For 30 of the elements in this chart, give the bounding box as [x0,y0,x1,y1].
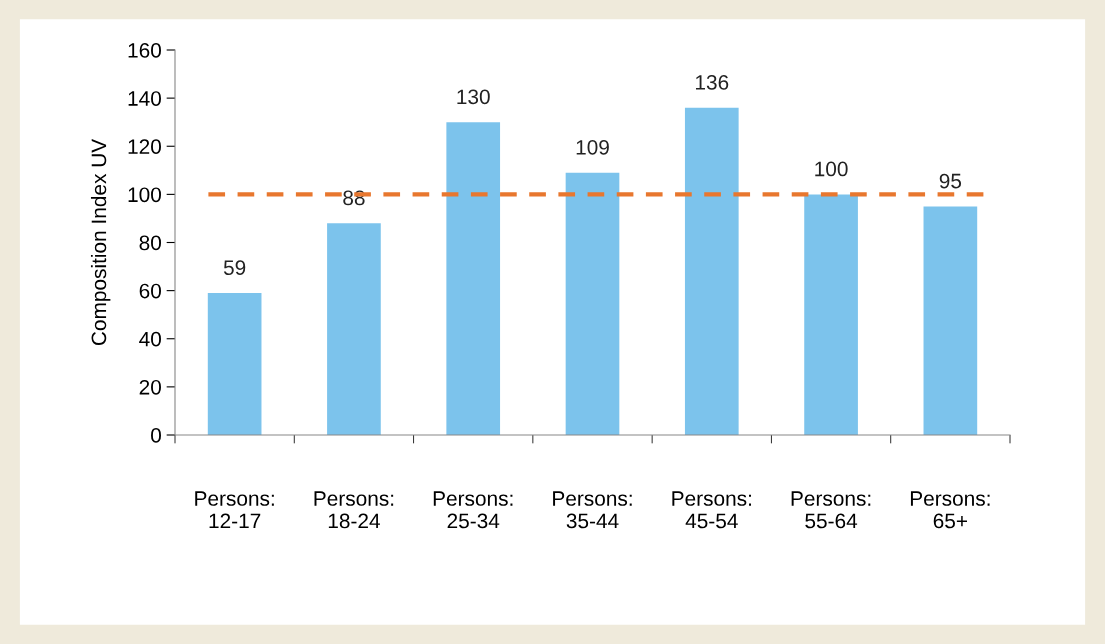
data-label: 130 [457,89,490,105]
y-tick-label: 0 [151,428,161,443]
bar [207,293,262,435]
bar [804,194,858,435]
data-label: 109 [576,139,609,155]
y-tick-label: 140 [128,91,161,106]
bar [565,172,620,435]
x-tick-label: Persons: 65+ [910,491,990,529]
x-tick-label: Persons: 45-54 [672,491,751,529]
y-tick-label: 60 [139,283,161,299]
data-label: 100 [815,161,848,177]
bar [923,206,978,435]
y-tick-label: 160 [128,43,161,58]
x-tick-label: Persons: 25-34 [433,491,513,529]
bar [327,223,381,435]
x-tick-label: Persons: 18-24 [314,491,394,529]
y-tick-label: 100 [128,187,161,203]
data-label: 95 [939,173,962,189]
x-tick-label: Persons: 35-44 [553,491,632,529]
y-tick-label: 20 [139,379,161,395]
y-tick-label: 40 [139,331,161,347]
data-label: 136 [696,74,729,90]
x-tick-label: Persons: 12-17 [195,491,274,529]
bar [684,107,739,435]
y-axis-title: Composition Index UV [90,138,111,346]
bar [446,122,501,435]
x-tick-label: Persons: 55-64 [791,491,871,529]
y-tick-label: 120 [128,139,161,154]
data-label: 59 [223,260,246,276]
y-tick-label: 80 [139,235,161,251]
